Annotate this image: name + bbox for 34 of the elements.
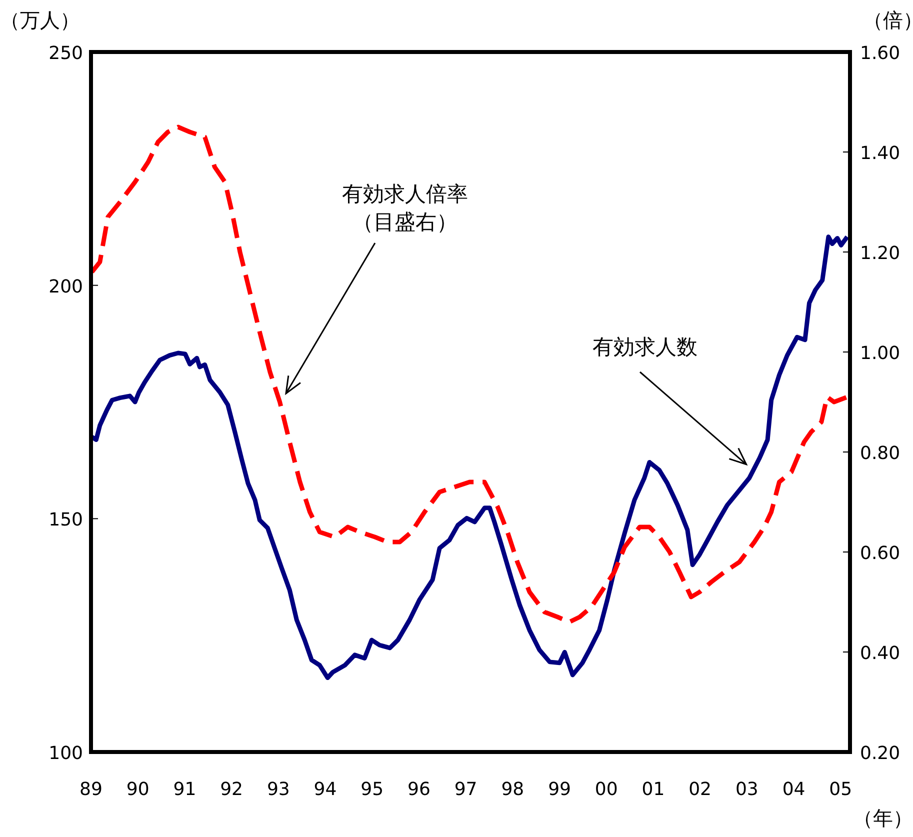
x-tick-label: 05 bbox=[829, 779, 852, 800]
x-tick-label: 92 bbox=[220, 779, 244, 800]
x-tick-label: 90 bbox=[126, 779, 150, 800]
x-tick-label: 91 bbox=[173, 779, 196, 800]
x-axis-title: （年） bbox=[853, 806, 913, 830]
y2-tick-label: 1.20 bbox=[860, 243, 900, 264]
x-tick-label: 94 bbox=[314, 779, 337, 800]
y-tick-label: 150 bbox=[48, 510, 83, 531]
y2-tick-label: 1.60 bbox=[860, 43, 900, 64]
annotation: 有効求人数 bbox=[592, 334, 698, 361]
x-tick-label: 96 bbox=[408, 779, 430, 800]
y2-tick-label: 0.40 bbox=[860, 643, 900, 664]
y-tick-label: 100 bbox=[48, 743, 83, 764]
y-tick-label: 250 bbox=[48, 43, 83, 64]
x-tick-label: 04 bbox=[782, 779, 806, 800]
x-tick-label: 03 bbox=[735, 779, 758, 800]
y2-axis-title: （倍） bbox=[863, 8, 913, 32]
x-tick-label: 95 bbox=[360, 779, 384, 800]
x-tick-label: 98 bbox=[501, 779, 524, 800]
x-tick-label: 97 bbox=[454, 779, 478, 800]
x-tick-label: 89 bbox=[80, 779, 102, 800]
y-tick-label: 200 bbox=[48, 276, 83, 298]
y2-tick-label: 0.80 bbox=[860, 443, 900, 464]
y2-tick-label: 1.40 bbox=[860, 143, 900, 164]
x-tick-label: 99 bbox=[548, 779, 571, 800]
x-tick-label: 93 bbox=[266, 779, 290, 800]
y2-tick-label: 0.20 bbox=[860, 743, 900, 764]
y2-tick-label: 0.60 bbox=[860, 543, 900, 564]
x-tick-label: 00 bbox=[594, 779, 618, 800]
x-tick-label: 02 bbox=[688, 779, 712, 800]
annotation: 有効求人倍率（目盛右） bbox=[341, 181, 469, 236]
x-tick-label: 01 bbox=[642, 779, 665, 800]
y2-tick-label: 1.00 bbox=[860, 343, 900, 364]
y-axis-title: （万人） bbox=[0, 8, 80, 32]
